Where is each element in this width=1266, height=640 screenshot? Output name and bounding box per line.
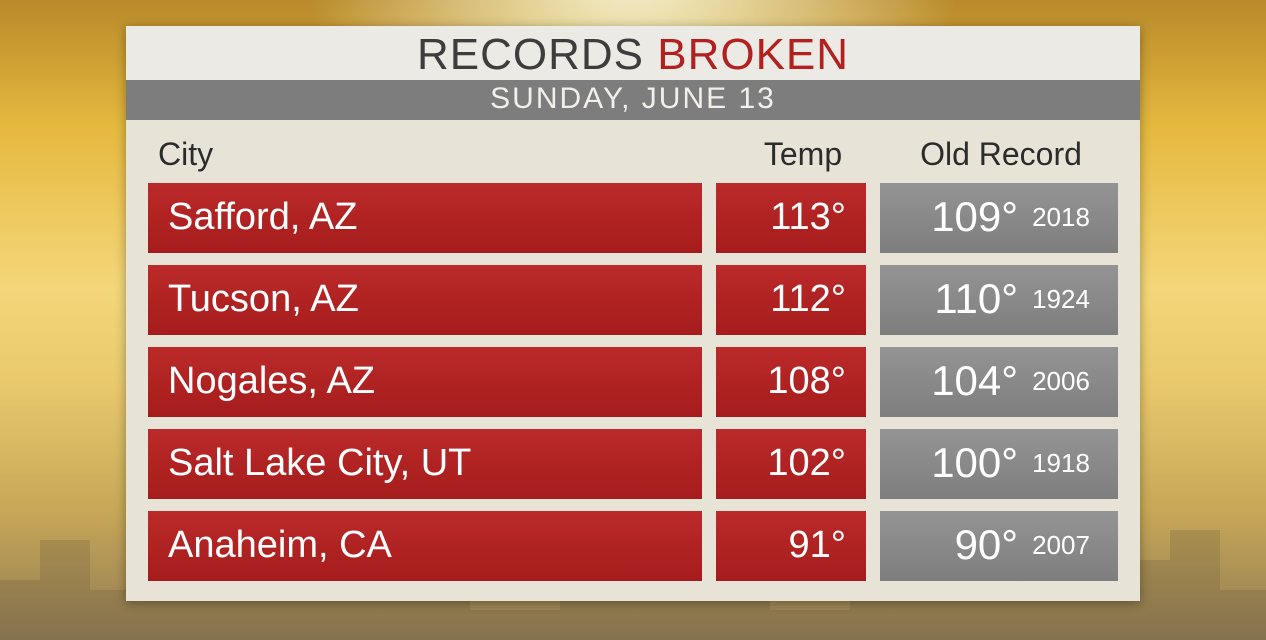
temp-value: 108° xyxy=(767,362,846,400)
old-record-cell: 100° 1918 xyxy=(880,429,1118,499)
table-row: Tucson, AZ 112° 110° 1924 xyxy=(148,265,1118,335)
title-word-records: RECORDS xyxy=(417,30,644,79)
old-record-year: 2018 xyxy=(1032,204,1090,230)
old-record-cell: 104° 2006 xyxy=(880,347,1118,417)
old-record-cell: 110° 1924 xyxy=(880,265,1118,335)
old-record-cell: 90° 2007 xyxy=(880,511,1118,581)
old-temp-value: 100° xyxy=(908,442,1018,484)
temp-value: 112° xyxy=(770,280,846,318)
old-record-year: 2007 xyxy=(1032,532,1090,558)
temp-cell: 108° xyxy=(716,347,866,417)
city-cell: Tucson, AZ xyxy=(148,265,702,335)
temp-cell: 102° xyxy=(716,429,866,499)
temp-value: 102° xyxy=(767,444,846,482)
temp-cell: 113° xyxy=(716,183,866,253)
temp-value: 113° xyxy=(770,198,846,236)
city-name: Safford, AZ xyxy=(168,198,357,236)
city-name: Salt Lake City, UT xyxy=(168,444,471,482)
column-headers: City Temp Old Record xyxy=(148,134,1118,183)
old-record-year: 1924 xyxy=(1032,286,1090,312)
old-record-year: 1918 xyxy=(1032,450,1090,476)
header-city: City xyxy=(158,136,718,173)
city-name: Tucson, AZ xyxy=(168,280,359,318)
subtitle-text: SUNDAY, JUNE 13 xyxy=(490,82,776,115)
data-panel: City Temp Old Record Safford, AZ 113° 10… xyxy=(126,120,1140,601)
city-cell: Salt Lake City, UT xyxy=(148,429,702,499)
temp-value: 91° xyxy=(789,526,846,564)
city-cell: Nogales, AZ xyxy=(148,347,702,417)
title-bar: RECORDS BROKEN xyxy=(126,26,1140,80)
city-name: Nogales, AZ xyxy=(168,362,375,400)
old-temp-value: 110° xyxy=(908,278,1018,320)
old-record-year: 2006 xyxy=(1032,368,1090,394)
subtitle-bar: SUNDAY, JUNE 13 xyxy=(126,80,1140,120)
old-temp-value: 109° xyxy=(908,196,1018,238)
header-old-record: Old Record xyxy=(888,136,1114,173)
table-row: Nogales, AZ 108° 104° 2006 xyxy=(148,347,1118,417)
table-row: Salt Lake City, UT 102° 100° 1918 xyxy=(148,429,1118,499)
weather-graphic-stage: RECORDS BROKEN SUNDAY, JUNE 13 City Temp… xyxy=(0,0,1266,640)
table-row: Safford, AZ 113° 109° 2018 xyxy=(148,183,1118,253)
old-record-cell: 109° 2018 xyxy=(880,183,1118,253)
temp-cell: 91° xyxy=(716,511,866,581)
records-card: RECORDS BROKEN SUNDAY, JUNE 13 City Temp… xyxy=(126,26,1140,601)
old-temp-value: 104° xyxy=(908,360,1018,402)
old-temp-value: 90° xyxy=(908,524,1018,566)
city-cell: Anaheim, CA xyxy=(148,511,702,581)
temp-cell: 112° xyxy=(716,265,866,335)
city-name: Anaheim, CA xyxy=(168,526,392,564)
table-row: Anaheim, CA 91° 90° 2007 xyxy=(148,511,1118,581)
header-temp: Temp xyxy=(718,136,888,173)
title-word-broken: BROKEN xyxy=(657,30,849,79)
city-cell: Safford, AZ xyxy=(148,183,702,253)
